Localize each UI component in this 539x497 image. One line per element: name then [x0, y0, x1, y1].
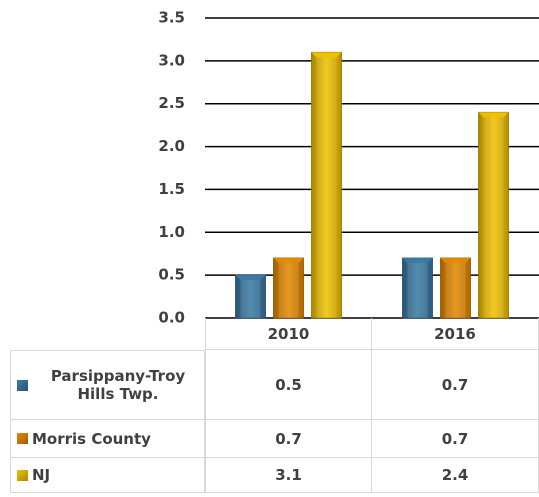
bar-bevel — [311, 52, 342, 58]
legend-swatch — [17, 379, 28, 391]
bar-bevel — [240, 280, 261, 318]
bar-bevel — [402, 258, 433, 263]
y-tick-label: 3.0 — [158, 51, 185, 69]
legend-entry: NJ — [10, 458, 205, 493]
table-value: 0.5 — [205, 350, 372, 420]
y-tick-label: 0.0 — [158, 309, 185, 327]
table-value: 2.4 — [372, 458, 539, 493]
y-tick-label: 2.0 — [158, 137, 185, 155]
legend-entry: Parsippany-Troy Hills Twp. — [10, 350, 205, 420]
table-value: 0.7 — [372, 420, 539, 458]
table-value: 0.7 — [372, 350, 539, 420]
bar-bevel — [407, 263, 428, 318]
x-tick-label: 2016 — [372, 318, 539, 350]
bar-bevel — [316, 57, 337, 319]
bar-bevel — [278, 263, 299, 318]
bar — [311, 51, 342, 319]
y-tick-label: 1.0 — [158, 223, 185, 241]
y-tick-label: 1.5 — [158, 180, 185, 198]
bar — [402, 257, 433, 319]
bar — [273, 257, 304, 319]
bar-bevel — [235, 275, 266, 281]
bar — [235, 274, 266, 319]
legend-label: NJ — [32, 466, 51, 484]
bar-bevel — [483, 117, 504, 319]
y-tick-label: 2.5 — [158, 94, 185, 112]
y-tick-label: 0.5 — [158, 266, 185, 284]
bar-bevel — [445, 263, 466, 318]
x-tick-label: 2010 — [205, 318, 372, 350]
legend-swatch — [17, 469, 28, 481]
table-value: 3.1 — [205, 458, 372, 493]
bar-bevel — [440, 258, 471, 263]
legend-label: Parsippany-Troy Hills Twp. — [50, 367, 186, 403]
legend-label: Morris County — [32, 429, 151, 448]
bar-bevel — [273, 258, 304, 263]
table-value: 0.7 — [205, 420, 372, 458]
bar — [478, 111, 509, 319]
bar-bevel — [478, 112, 509, 118]
y-tick-label: 3.5 — [158, 9, 185, 27]
bar — [440, 257, 471, 319]
legend-entry: Morris County — [10, 420, 205, 458]
legend-swatch — [17, 433, 28, 444]
